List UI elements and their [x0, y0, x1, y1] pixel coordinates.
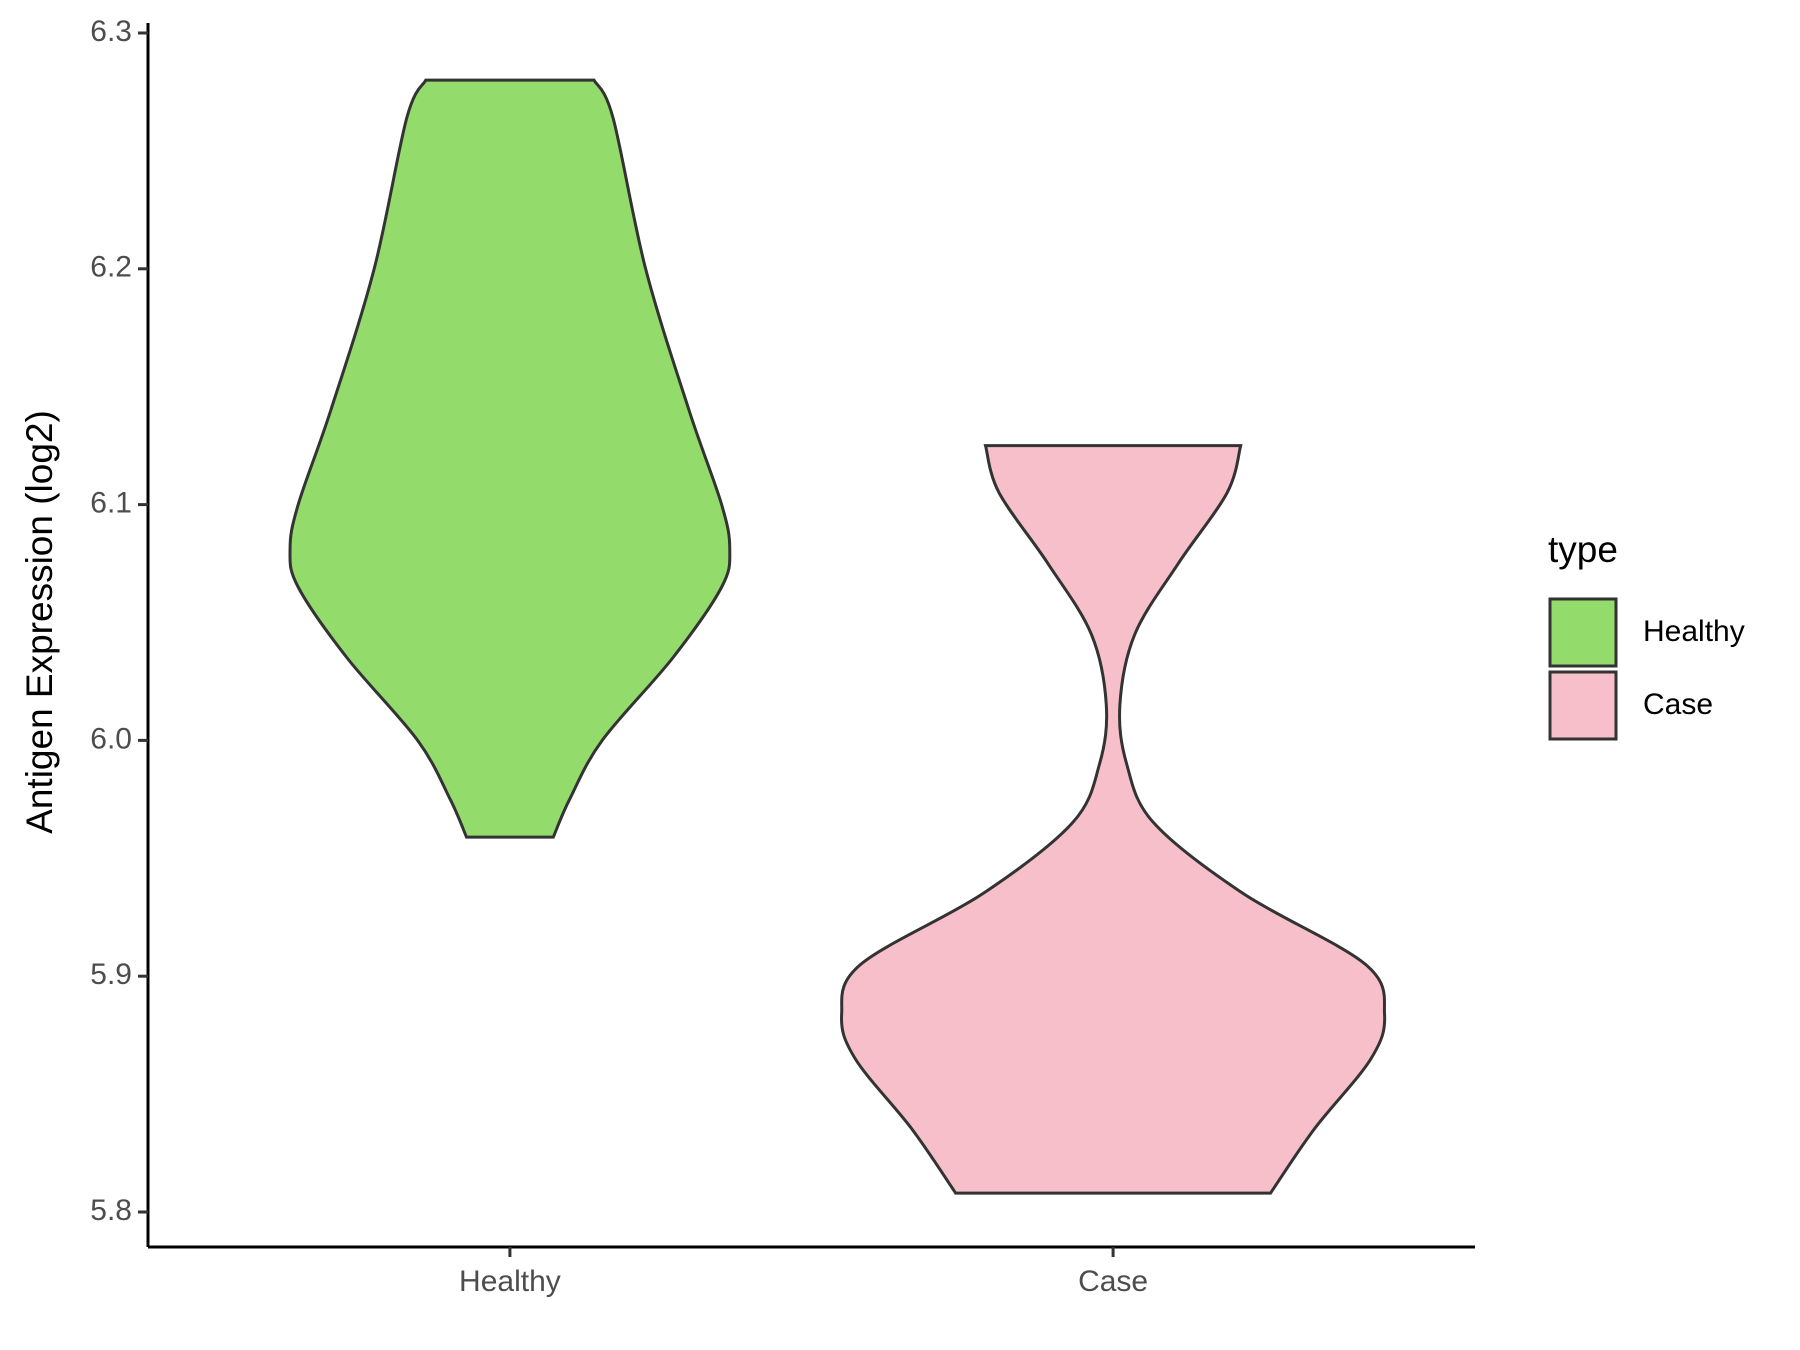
legend-label: Case: [1643, 688, 1713, 721]
legend-title: type: [1548, 529, 1618, 570]
y-tick-label: 5.8: [90, 1194, 132, 1227]
x-tick-label: Case: [1078, 1265, 1148, 1298]
y-tick-label: 6.0: [90, 722, 132, 755]
y-tick-label: 6.1: [90, 487, 132, 520]
violin: [840, 444, 1387, 1195]
y-tick-label: 6.3: [90, 15, 132, 48]
x-tick-label: Healthy: [459, 1265, 561, 1298]
y-tick-label: 5.9: [90, 958, 132, 991]
legend-key: [1548, 597, 1618, 668]
legend-label: Healthy: [1643, 615, 1745, 648]
y-tick-label: 6.2: [90, 251, 132, 284]
legend-key: [1548, 670, 1618, 741]
y-axis-title: Antigen Expression (log2): [19, 410, 60, 834]
violin: [288, 78, 732, 839]
